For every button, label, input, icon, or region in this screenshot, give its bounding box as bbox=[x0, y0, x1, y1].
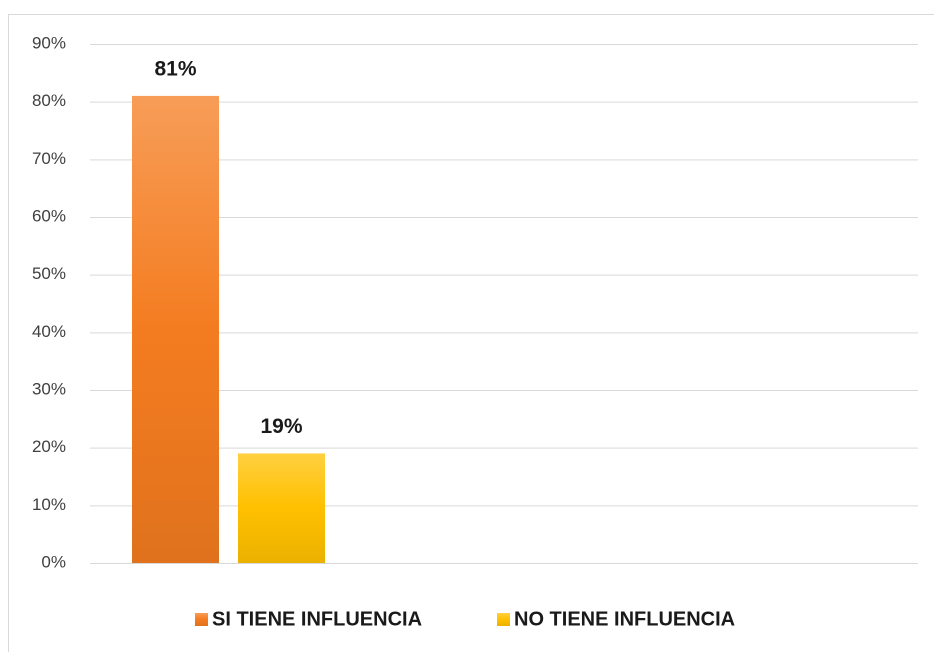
y-tick-label: 80% bbox=[32, 91, 66, 110]
legend-label: SI TIENE INFLUENCIA bbox=[212, 608, 422, 630]
y-tick-label: 50% bbox=[32, 264, 66, 283]
bar bbox=[238, 453, 325, 563]
legend-swatch bbox=[497, 613, 510, 626]
data-label: 19% bbox=[260, 415, 302, 438]
legend-label: NO TIENE INFLUENCIA bbox=[514, 608, 735, 630]
y-tick-label: 90% bbox=[32, 33, 66, 52]
y-tick-label: 70% bbox=[32, 149, 66, 168]
y-tick-label: 60% bbox=[32, 206, 66, 225]
data-label: 81% bbox=[154, 57, 196, 80]
legend-swatch bbox=[195, 613, 208, 626]
y-tick-label: 20% bbox=[32, 437, 66, 456]
y-tick-label: 30% bbox=[32, 379, 66, 398]
y-tick-label: 10% bbox=[32, 495, 66, 514]
y-tick-label: 40% bbox=[32, 322, 66, 341]
bar bbox=[132, 96, 219, 563]
y-tick-label: 0% bbox=[41, 552, 66, 571]
